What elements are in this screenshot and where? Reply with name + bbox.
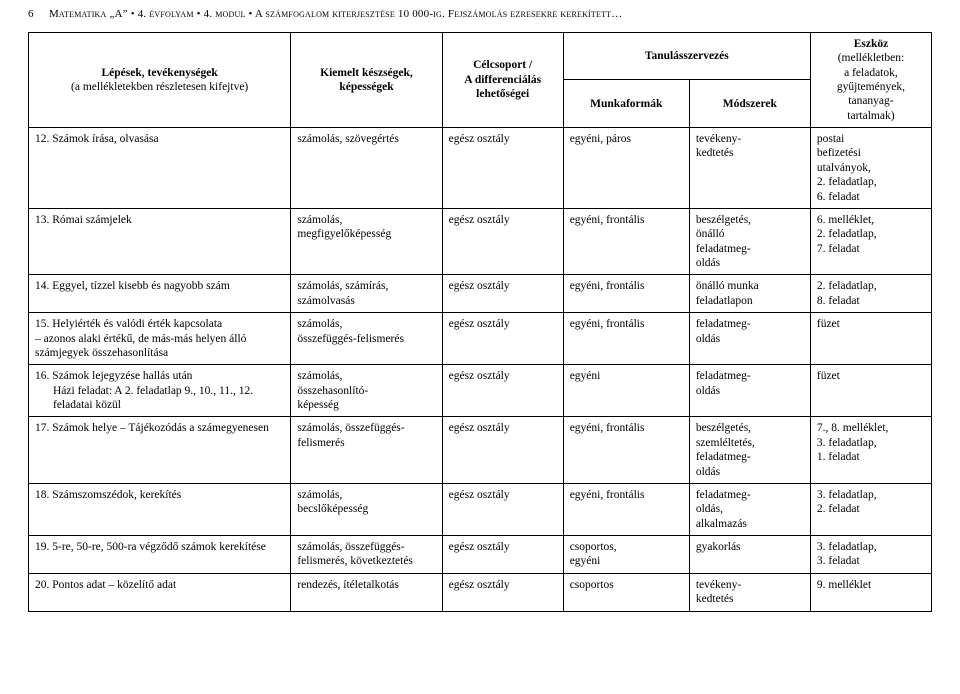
cell-forms: csoportos, egyéni (563, 536, 689, 574)
cell-group: egész osztály (442, 365, 563, 417)
col-group: Célcsoport / A differenciálás lehetősége… (442, 32, 563, 127)
cell-title: 13. Római számjelek (29, 208, 291, 275)
cell-forms: csoportos (563, 573, 689, 611)
cell-group: egész osztály (442, 483, 563, 535)
col-tools: Eszköz (mellékletben: a feladatok, gyűjt… (810, 32, 931, 127)
running-header: 6 Matematika „A” • 4. évfolyam • 4. modu… (28, 8, 932, 22)
cell-methods: önálló munka feladatlapon (689, 275, 810, 313)
col-skills: Kiemelt készségek, képességek (291, 32, 442, 127)
cell-skills: számolás, összefüggés- felismerés, követ… (291, 536, 442, 574)
cell-methods: feladatmeg- oldás, alkalmazás (689, 483, 810, 535)
table-row: 19. 5-re, 50-re, 500-ra végződő számok k… (29, 536, 932, 574)
cell-title: 20. Pontos adat – közelítő adat (29, 573, 291, 611)
cell-methods: feladatmeg- oldás (689, 313, 810, 365)
cell-group: egész osztály (442, 417, 563, 484)
cell-group: egész osztály (442, 208, 563, 275)
cell-tools: 2. feladatlap, 8. feladat (810, 275, 931, 313)
table-row: 20. Pontos adat – közelítő adatrendezés,… (29, 573, 932, 611)
cell-title: 17. Számok helye – Tájékozódás a számegy… (29, 417, 291, 484)
table-row: 15. Helyiérték és valódi érték kapcsolat… (29, 313, 932, 365)
cell-skills: számolás, szövegértés (291, 128, 442, 209)
page-number: 6 (28, 8, 46, 22)
table-row: 14. Eggyel, tízzel kisebb és nagyobb szá… (29, 275, 932, 313)
cell-tools: 3. feladatlap, 3. feladat (810, 536, 931, 574)
cell-methods: tevékeny- kedtetés (689, 573, 810, 611)
table-row: 12. Számok írása, olvasásaszámolás, szöv… (29, 128, 932, 209)
cell-tools: füzet (810, 365, 931, 417)
col-methods: Módszerek (689, 80, 810, 128)
table-row: 18. Számszomszédok, kerekítésszámolás, b… (29, 483, 932, 535)
cell-forms: egyéni, frontális (563, 313, 689, 365)
cell-group: egész osztály (442, 536, 563, 574)
lesson-plan-table: Lépések, tevékenységek (a mellékletekben… (28, 32, 932, 612)
cell-skills: számolás, összehasonlító- képesség (291, 365, 442, 417)
cell-tools: füzet (810, 313, 931, 365)
cell-skills: rendezés, ítéletalkotás (291, 573, 442, 611)
cell-skills: számolás, számírás, számolvasás (291, 275, 442, 313)
cell-title: 18. Számszomszédok, kerekítés (29, 483, 291, 535)
cell-skills: számolás, megfigyelőképesség (291, 208, 442, 275)
cell-forms: egyéni (563, 365, 689, 417)
cell-forms: egyéni, frontális (563, 208, 689, 275)
cell-tools: postai befizetési utalványok, 2. feladat… (810, 128, 931, 209)
col-organization: Tanulásszervezés (563, 32, 810, 80)
cell-group: egész osztály (442, 573, 563, 611)
cell-forms: egyéni, páros (563, 128, 689, 209)
col-forms: Munkaformák (563, 80, 689, 128)
cell-group: egész osztály (442, 275, 563, 313)
cell-title: 12. Számok írása, olvasása (29, 128, 291, 209)
cell-tools: 3. feladatlap, 2. feladat (810, 483, 931, 535)
table-row: 16. Számok lejegyzése hallás utánHázi fe… (29, 365, 932, 417)
cell-title: 14. Eggyel, tízzel kisebb és nagyobb szá… (29, 275, 291, 313)
cell-tools: 7., 8. melléklet, 3. feladatlap, 1. fela… (810, 417, 931, 484)
cell-tools: 6. melléklet, 2. feladatlap, 7. feladat (810, 208, 931, 275)
cell-title: 15. Helyiérték és valódi érték kapcsolat… (29, 313, 291, 365)
cell-methods: feladatmeg- oldás (689, 365, 810, 417)
cell-forms: egyéni, frontális (563, 417, 689, 484)
cell-skills: számolás, összefüggés-felismerés (291, 313, 442, 365)
cell-group: egész osztály (442, 128, 563, 209)
col-steps: Lépések, tevékenységek (a mellékletekben… (29, 32, 291, 127)
cell-methods: gyakorlás (689, 536, 810, 574)
cell-group: egész osztály (442, 313, 563, 365)
cell-title: 19. 5-re, 50-re, 500-ra végződő számok k… (29, 536, 291, 574)
cell-title: 16. Számok lejegyzése hallás utánHázi fe… (29, 365, 291, 417)
table-row: 13. Római számjelekszámolás, megfigyelők… (29, 208, 932, 275)
cell-forms: egyéni, frontális (563, 483, 689, 535)
cell-methods: tevékeny- kedtetés (689, 128, 810, 209)
cell-methods: beszélgetés, szemléltetés, feladatmeg- o… (689, 417, 810, 484)
running-title: Matematika „A” • 4. évfolyam • 4. modul … (49, 8, 623, 20)
table-row: 17. Számok helye – Tájékozódás a számegy… (29, 417, 932, 484)
cell-methods: beszélgetés, önálló feladatmeg- oldás (689, 208, 810, 275)
cell-skills: számolás, becslőképesség (291, 483, 442, 535)
cell-skills: számolás, összefüggés- felismerés (291, 417, 442, 484)
cell-tools: 9. melléklet (810, 573, 931, 611)
cell-forms: egyéni, frontális (563, 275, 689, 313)
